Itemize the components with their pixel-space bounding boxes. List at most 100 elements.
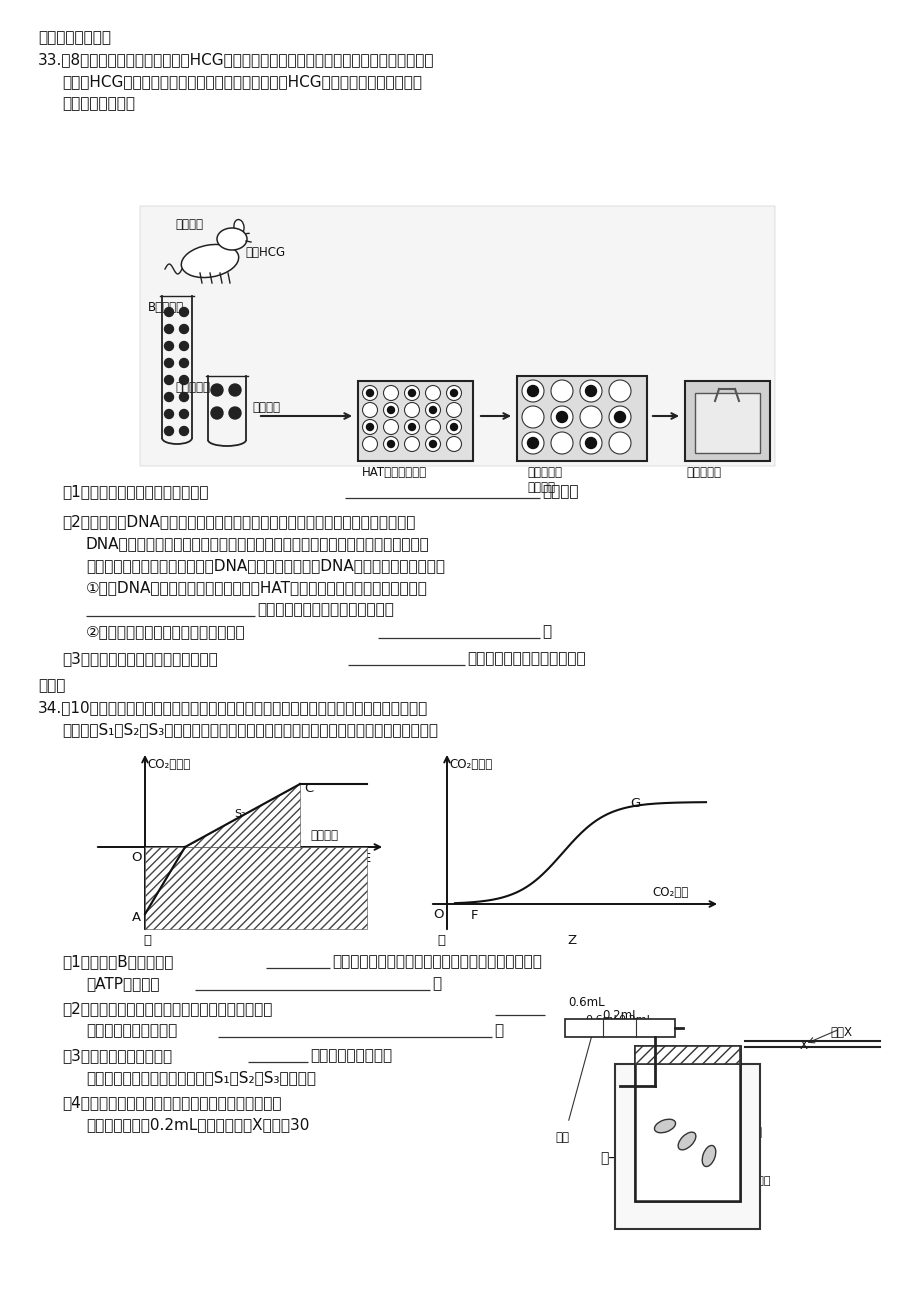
Circle shape bbox=[229, 384, 241, 396]
Circle shape bbox=[179, 392, 188, 401]
Text: DNA，而氨基喋呤可以阻断此途径。另一辅助途径是在次黄嘌呤和胸腺嘧啶核苷存: DNA，而氨基喋呤可以阻断此途径。另一辅助途径是在次黄嘌呤和胸腺嘧啶核苷存 bbox=[85, 536, 429, 551]
Circle shape bbox=[179, 358, 188, 367]
Circle shape bbox=[383, 436, 398, 452]
Circle shape bbox=[210, 384, 222, 396]
Circle shape bbox=[614, 411, 625, 423]
Circle shape bbox=[383, 419, 398, 435]
Polygon shape bbox=[145, 848, 185, 914]
Circle shape bbox=[584, 385, 596, 397]
Ellipse shape bbox=[701, 1146, 715, 1167]
Text: A: A bbox=[131, 911, 141, 924]
Text: 。: 。 bbox=[432, 976, 440, 991]
Bar bbox=[140, 206, 774, 466]
Text: 制备抗HCG单克隆抗体可用于早孕的诊断。下图是抗HCG单克隆抗体制备流程示意: 制备抗HCG单克隆抗体可用于早孕的诊断。下图是抗HCG单克隆抗体制备流程示意 bbox=[62, 74, 422, 89]
Circle shape bbox=[521, 380, 543, 402]
Ellipse shape bbox=[233, 220, 244, 234]
Text: 甲: 甲 bbox=[142, 934, 151, 947]
Circle shape bbox=[165, 341, 174, 350]
Text: 。: 。 bbox=[541, 624, 550, 639]
Polygon shape bbox=[145, 848, 367, 930]
Bar bbox=[634, 1046, 739, 1200]
Circle shape bbox=[165, 375, 174, 384]
Text: 的生理过程的反应式：: 的生理过程的反应式： bbox=[85, 1023, 177, 1038]
Text: 等技术。: 等技术。 bbox=[541, 484, 578, 499]
Text: 针管: 针管 bbox=[554, 1131, 568, 1144]
Text: （3）此过程生产的单克隆抗体可以与: （3）此过程生产的单克隆抗体可以与 bbox=[62, 651, 218, 667]
Text: Z: Z bbox=[566, 934, 575, 947]
Text: 碳酸氢钾: 碳酸氢钾 bbox=[744, 1176, 771, 1186]
Circle shape bbox=[429, 440, 436, 448]
Text: 骨髓瘤细胞: 骨髓瘤细胞 bbox=[175, 381, 210, 395]
Text: 附加题: 附加题 bbox=[38, 678, 65, 693]
Bar bbox=[357, 381, 472, 461]
Bar bbox=[516, 376, 646, 461]
Text: 的影响，S₁、S₂、S₃的面积大小表示有关生理过程产生或消耗物质的数量。请据图回答：: 的影响，S₁、S₂、S₃的面积大小表示有关生理过程产生或消耗物质的数量。请据图回… bbox=[62, 723, 437, 737]
Circle shape bbox=[408, 423, 415, 431]
Circle shape bbox=[446, 436, 461, 452]
Circle shape bbox=[527, 437, 538, 448]
Circle shape bbox=[165, 324, 174, 333]
Text: 0.2mL: 0.2mL bbox=[618, 1016, 652, 1025]
Circle shape bbox=[550, 380, 573, 402]
Ellipse shape bbox=[217, 228, 246, 250]
Circle shape bbox=[179, 324, 188, 333]
Text: （2）在细胞内DNA合成一般有两条途径，主途径是在细胞内合成核苷酸，进而合成: （2）在细胞内DNA合成一般有两条途径，主途径是在细胞内合成核苷酸，进而合成 bbox=[62, 514, 414, 529]
Text: 点叶肉细胞所处的生理状态相同，此时细胞中能够产: 点叶肉细胞所处的生理状态相同，此时细胞中能够产 bbox=[332, 954, 541, 969]
Text: 34.（10分）下面甲、乙两图分别表示光照强度和空气中二氧化碳含量对某绿色植物光合作用: 34.（10分）下面甲、乙两图分别表示光照强度和空气中二氧化碳含量对某绿色植物光… bbox=[38, 700, 427, 715]
Text: B淋巴细胞: B淋巴细胞 bbox=[148, 301, 184, 314]
Ellipse shape bbox=[677, 1133, 695, 1150]
Text: 成分具有筛选杂交瘤细胞的作用。: 成分具有筛选杂交瘤细胞的作用。 bbox=[256, 602, 393, 617]
Bar bbox=[694, 393, 759, 453]
Circle shape bbox=[362, 402, 377, 418]
Circle shape bbox=[179, 427, 188, 435]
Text: 光→: 光→ bbox=[599, 1151, 619, 1165]
Text: D: D bbox=[295, 852, 305, 865]
Polygon shape bbox=[185, 784, 300, 848]
Text: 乙: 乙 bbox=[437, 934, 445, 947]
Circle shape bbox=[229, 408, 241, 419]
Text: O: O bbox=[130, 852, 142, 865]
Text: X: X bbox=[800, 1039, 807, 1052]
Circle shape bbox=[584, 437, 596, 448]
Circle shape bbox=[608, 406, 630, 428]
Circle shape bbox=[425, 419, 440, 435]
Circle shape bbox=[362, 419, 377, 435]
Circle shape bbox=[165, 358, 174, 367]
Circle shape bbox=[404, 419, 419, 435]
Bar bbox=[564, 1019, 675, 1036]
Circle shape bbox=[404, 436, 419, 452]
Text: 特异性结合，从而诊断早孕。: 特异性结合，从而诊断早孕。 bbox=[467, 651, 585, 667]
Circle shape bbox=[179, 307, 188, 316]
Circle shape bbox=[165, 427, 174, 435]
Bar bbox=[634, 1046, 739, 1064]
Circle shape bbox=[446, 419, 461, 435]
Text: S₃: S₃ bbox=[245, 881, 257, 892]
Circle shape bbox=[446, 385, 461, 401]
Text: （3）在甲图曲线中，可用: （3）在甲图曲线中，可用 bbox=[62, 1048, 172, 1062]
Circle shape bbox=[179, 410, 188, 418]
Circle shape bbox=[179, 375, 188, 384]
Text: （4）右图为探究植物光合作用速率的装置。实验开始: （4）右图为探究植物光合作用速率的装置。实验开始 bbox=[62, 1095, 281, 1111]
Circle shape bbox=[425, 436, 440, 452]
Text: （1）制备单克隆抗体过程中要用到: （1）制备单克隆抗体过程中要用到 bbox=[62, 484, 209, 499]
Circle shape bbox=[608, 380, 630, 402]
Text: HAT培养基中培养: HAT培养基中培养 bbox=[361, 466, 426, 479]
Circle shape bbox=[210, 408, 222, 419]
Text: 图，请分析回答：: 图，请分析回答： bbox=[62, 96, 135, 111]
Text: 时针筒的读数是0.2mL，水滴位置在X。恒温30: 时针筒的读数是0.2mL，水滴位置在X。恒温30 bbox=[85, 1117, 309, 1131]
Text: E: E bbox=[363, 852, 371, 865]
Circle shape bbox=[521, 432, 543, 454]
Circle shape bbox=[579, 406, 601, 428]
Text: CO₂吸收量: CO₂吸收量 bbox=[147, 758, 190, 771]
Circle shape bbox=[521, 406, 543, 428]
Circle shape bbox=[556, 411, 567, 423]
Text: 光照强度: 光照强度 bbox=[310, 829, 337, 842]
Text: B: B bbox=[176, 852, 186, 865]
Circle shape bbox=[550, 406, 573, 428]
Text: 注射HCG: 注射HCG bbox=[244, 246, 285, 259]
Circle shape bbox=[446, 402, 461, 418]
Text: 生ATP的部位是: 生ATP的部位是 bbox=[85, 976, 159, 991]
Circle shape bbox=[362, 385, 377, 401]
Circle shape bbox=[383, 402, 398, 418]
Ellipse shape bbox=[181, 245, 238, 277]
